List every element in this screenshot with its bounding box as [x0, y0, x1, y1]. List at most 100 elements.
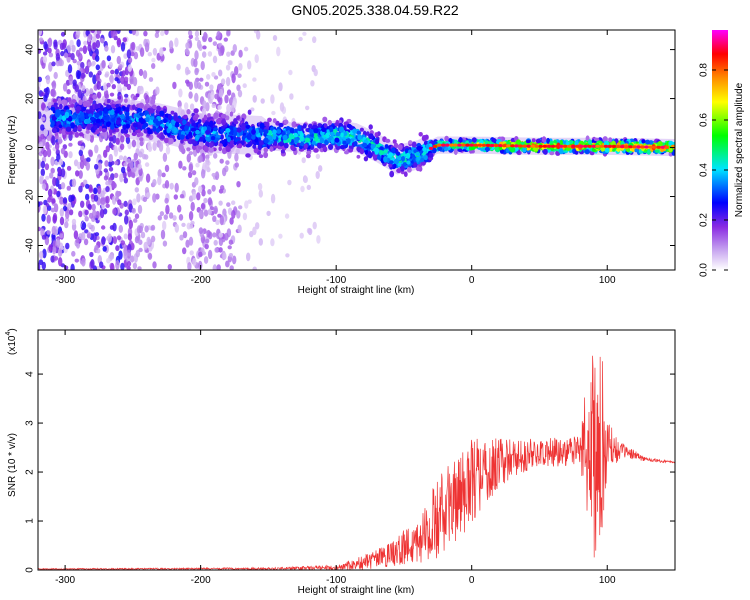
spectrogram-cell [58, 124, 63, 129]
spectrogram-cell [79, 47, 84, 52]
spectrogram-cell [132, 122, 138, 128]
spectrogram-cell [60, 31, 66, 37]
spectrogram-cell [123, 177, 128, 184]
spectrogram-cell [640, 145, 645, 149]
spectrogram-cell [205, 130, 211, 135]
spectrogram-cell [87, 44, 92, 52]
spectrogram-cell [306, 153, 311, 159]
spectrogram-cell [86, 157, 91, 163]
spectrogram-cell [211, 184, 216, 192]
spectrogram-cell [145, 117, 150, 123]
spectrogram-cell [202, 45, 207, 50]
spectrogram-cell [477, 143, 482, 147]
spectrogram-cell [211, 103, 216, 109]
spectrogram-cell [157, 169, 162, 178]
spectrogram-cell [71, 250, 76, 257]
spectrogram-cell [198, 154, 203, 163]
spectrogram-cell [42, 51, 48, 56]
spectrogram-cell [290, 144, 295, 151]
spectrogram-cell [179, 234, 184, 241]
spectrogram-cell [63, 265, 69, 270]
spectrogram-cell [208, 147, 214, 153]
spectrogram-cell [546, 137, 550, 144]
spectrogram-cell [356, 130, 362, 135]
colorbar-tick-label: 0.8 [699, 63, 710, 77]
spectrogram-cell [46, 230, 51, 235]
spectrogram-cell [81, 221, 87, 230]
spectrogram-cell [250, 107, 255, 112]
spectrogram-cell [72, 58, 77, 64]
spectrogram-cell [393, 158, 399, 165]
spectrogram-cell [313, 68, 318, 77]
spectrogram-cell [108, 153, 114, 163]
spectrogram-cell [148, 77, 154, 82]
spectrogram-cell [491, 138, 497, 143]
spectrogram-cell [120, 262, 125, 270]
spectrogram-cell [441, 143, 446, 147]
spectrogram-cell [126, 266, 131, 270]
spectrogram-cell [522, 144, 527, 148]
spectrogram-cell [38, 141, 44, 148]
spectrogram-cell [90, 30, 95, 34]
spectrogram-cell [301, 157, 306, 164]
colorbar-tick-label: 0.0 [699, 263, 710, 277]
spectrogram-cell [198, 227, 204, 235]
spectrogram-x-ticks: -300 -200 -100 0 100 [55, 30, 616, 286]
spectrogram-cell [50, 255, 55, 263]
spectrogram-cell [88, 33, 93, 40]
spectrogram-cell [648, 145, 653, 149]
spectrogram-cell [194, 92, 199, 103]
spectrogram-cell [218, 247, 223, 253]
spectrogram-cell [60, 182, 66, 190]
spectrogram-cell [298, 145, 304, 150]
spectrogram-cell [400, 165, 405, 172]
spectrogram-cell [272, 35, 278, 41]
spectrogram-cell [177, 204, 182, 213]
spectrogram-cell [299, 141, 305, 146]
spectrogram-cell [192, 258, 197, 266]
spectrogram-cell [82, 100, 88, 108]
spectrogram-cell [59, 208, 64, 217]
spectrogram-cell [231, 200, 236, 205]
spectrogram-cell [204, 121, 210, 126]
spectrogram-cell [453, 148, 458, 155]
spectrogram-cell [567, 144, 572, 148]
spectrogram-cell [129, 160, 134, 170]
spectrogram-cell [182, 231, 188, 239]
spectrogram-cell [150, 98, 156, 105]
spectrogram-cell [408, 140, 413, 145]
spectrogram-cell [291, 121, 297, 128]
spectrogram-cell [242, 83, 247, 89]
spectrogram-cell [133, 218, 138, 223]
spectrogram-cell [116, 37, 122, 48]
spectrogram-cell [214, 171, 220, 181]
spectrogram-cell [225, 146, 231, 153]
spectrogram-cell [94, 244, 99, 251]
spectrogram-cell [186, 109, 191, 115]
spectrogram-cell [207, 51, 213, 57]
spectrogram-cell [200, 203, 206, 210]
spectrogram-cell [457, 148, 463, 152]
spectrogram-cell [219, 215, 224, 226]
spectrogram-cell [245, 153, 251, 158]
spectrogram-cell [93, 194, 99, 202]
spectrogram-cell [125, 106, 130, 113]
spectrogram-cell [201, 189, 206, 197]
spectrogram-cell [42, 149, 48, 158]
spectrogram-cell [124, 93, 129, 98]
spectrogram-cell [228, 239, 234, 245]
spectrogram-cell [188, 224, 194, 229]
spectrogram-cell [94, 163, 99, 170]
spectrogram-cell [247, 199, 252, 204]
spectrogram-cell [155, 30, 160, 34]
spectrogram-cell [130, 172, 135, 178]
spectrogram-cell [54, 111, 61, 118]
spectrogram-y-label: Frequency (Hz) [7, 116, 18, 185]
x-tick-label: -300 [55, 575, 75, 586]
spectrogram-cell [120, 240, 126, 246]
spectrogram-cell [160, 30, 165, 37]
spectrogram-cell [90, 259, 95, 269]
spectrogram-cell [237, 89, 243, 98]
spectrogram-cell [313, 128, 319, 134]
spectrogram-cell [202, 100, 207, 110]
